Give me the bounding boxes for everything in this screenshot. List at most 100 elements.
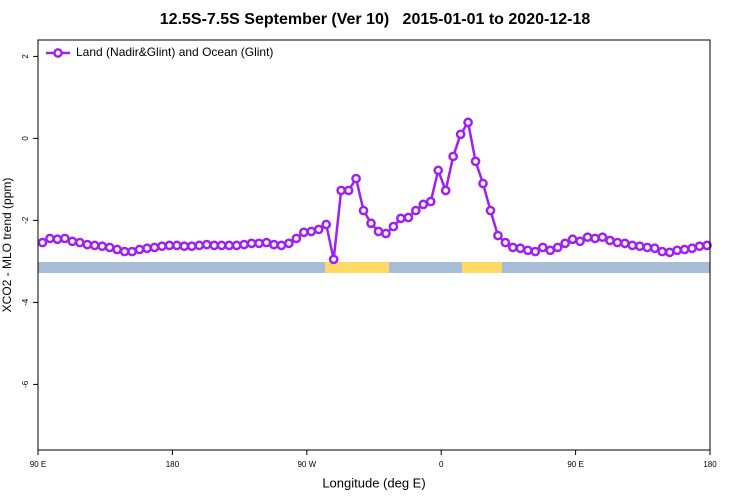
data-point (186, 241, 197, 252)
data-point (664, 247, 675, 258)
data-point (522, 245, 533, 256)
data-point (284, 238, 294, 249)
y-tick-label: -4 (21, 298, 30, 306)
data-point (276, 240, 287, 251)
data-point (164, 240, 175, 251)
y-tick-label: -2 (21, 216, 30, 224)
y-tick-label: -6 (21, 380, 30, 388)
data-point (321, 219, 332, 230)
data-point (119, 246, 130, 257)
data-point (134, 244, 145, 255)
data-point (567, 234, 578, 245)
data-point (433, 165, 444, 176)
data-point (440, 185, 451, 196)
data-point (336, 185, 346, 196)
plot-frame (37, 39, 711, 451)
data-point (500, 237, 511, 248)
y-axis-label: XCO2 - MLO trend (ppm) (0, 178, 14, 313)
data-point (672, 245, 682, 256)
data-point (112, 244, 122, 255)
x-tick-label: 90 E (567, 460, 583, 469)
plot (37, 117, 712, 265)
y-tick-label: 0 (21, 136, 30, 141)
data-point (493, 230, 503, 241)
data-point (67, 236, 78, 247)
data-point (388, 221, 399, 232)
data-point (657, 246, 668, 257)
data-point (612, 237, 623, 248)
data-point (351, 173, 361, 184)
data-point (74, 237, 85, 248)
land-segment (462, 262, 502, 273)
land-segment (325, 262, 389, 273)
data-point (575, 236, 585, 247)
data-point (634, 241, 645, 252)
data-point (269, 239, 279, 250)
data-point (172, 240, 182, 251)
data-point (343, 185, 354, 196)
data-point (702, 240, 712, 251)
data-point (157, 241, 167, 252)
data-point (224, 240, 234, 251)
x-tick-label: 90 W (297, 460, 316, 469)
data-point (82, 239, 93, 250)
data-point (455, 129, 466, 140)
data-point (298, 227, 309, 238)
data-point (642, 242, 653, 253)
data-point (373, 226, 384, 237)
data-point (627, 240, 638, 251)
data-point (381, 228, 391, 239)
data-point (52, 234, 63, 245)
data-point (246, 238, 257, 249)
data-point (142, 243, 152, 254)
data-point (209, 240, 220, 251)
data-point (620, 238, 630, 249)
data-point (366, 218, 376, 229)
chart-title: 12.5S-7.5S September (Ver 10) 2015-01-01… (160, 11, 591, 28)
data-point (239, 239, 249, 250)
data-point (485, 205, 496, 216)
data-point (425, 196, 436, 207)
x-tick-label: 90 E (30, 460, 46, 469)
data-point (537, 242, 548, 253)
data-point (508, 242, 518, 253)
data-point (254, 238, 264, 249)
data-point (291, 233, 302, 244)
x-tick-label: 180 (703, 460, 717, 469)
x-axis-label: Longitude (deg E) (322, 475, 425, 490)
data-point (179, 241, 190, 252)
data-point (97, 241, 108, 252)
data-point (418, 199, 429, 210)
data-point (261, 237, 272, 248)
data-point (201, 239, 212, 250)
data-point (597, 232, 608, 243)
data-point (306, 226, 317, 237)
data-point (560, 238, 570, 249)
data-point (530, 246, 541, 257)
data-point (605, 235, 615, 246)
data-point (470, 156, 481, 167)
data-point (60, 233, 70, 244)
data-point (231, 240, 242, 251)
data-point (104, 242, 115, 253)
x-tick-label: 0 (439, 460, 444, 469)
data-point (687, 243, 697, 254)
data-point (694, 241, 705, 252)
legend-marker (53, 48, 63, 58)
data-point (37, 237, 48, 248)
data-point (582, 232, 593, 243)
data-point (358, 205, 369, 216)
data-point (649, 243, 660, 254)
legend-label: Land (Nadir&Glint) and Ocean (Glint) (76, 45, 273, 59)
data-point (552, 242, 563, 253)
data-point (515, 243, 526, 254)
data-point (545, 245, 556, 256)
data-point (410, 205, 421, 216)
data-point (194, 240, 205, 251)
data-point (313, 224, 324, 235)
data-point (89, 240, 100, 251)
data-point (328, 254, 339, 265)
data-point (679, 244, 690, 255)
